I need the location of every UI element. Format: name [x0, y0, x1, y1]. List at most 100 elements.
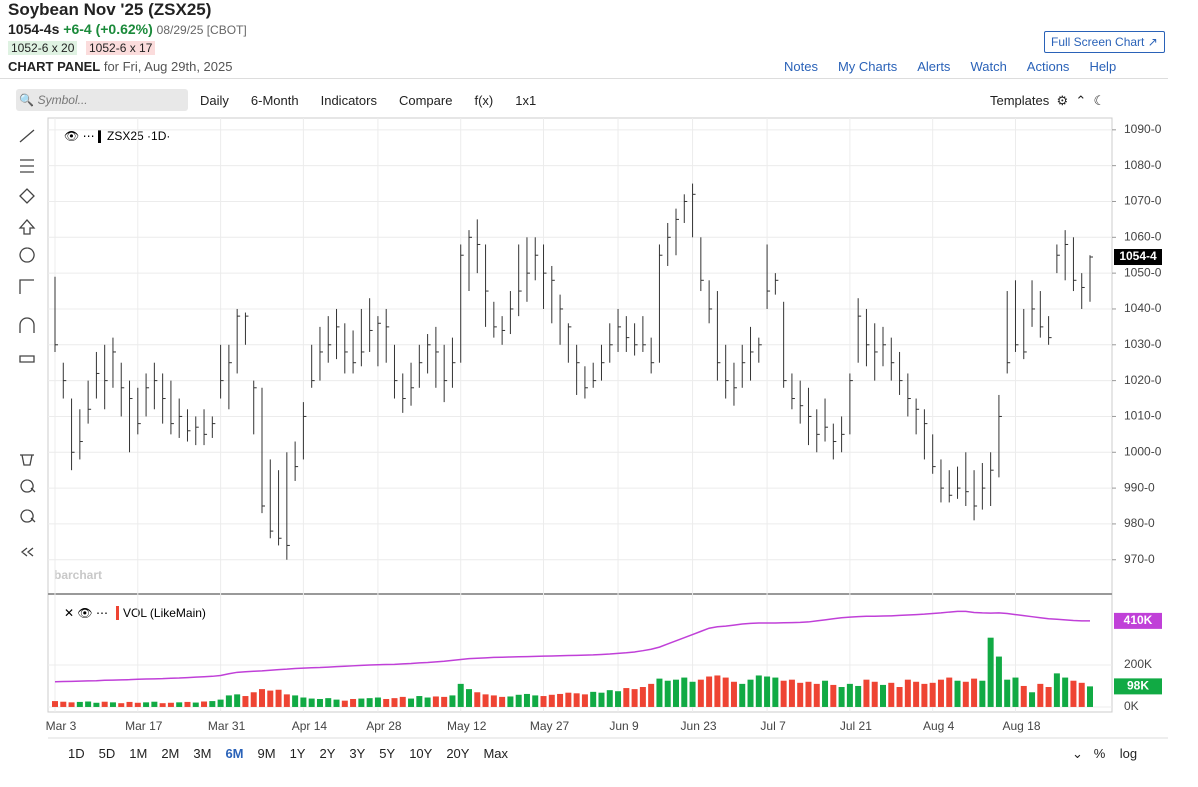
volume-bar [697, 679, 704, 707]
volume-bar [540, 696, 547, 707]
period-button[interactable]: 1D [68, 746, 85, 761]
period-button[interactable]: 2M [161, 746, 180, 761]
volume-bar [259, 689, 265, 707]
period-button[interactable]: 10Y [409, 746, 433, 761]
nav-link[interactable]: Watch [970, 59, 1007, 74]
legend-icons: 👁 ⋯ [64, 129, 95, 143]
nav-link[interactable]: Notes [784, 59, 818, 74]
x-tick-label: Apr 28 [366, 719, 402, 733]
toolbar-item[interactable]: 6-Month [250, 93, 299, 108]
volume-bar [482, 694, 489, 707]
volume-bar [673, 679, 679, 707]
volume-bar [523, 693, 530, 707]
volume-bar [250, 692, 257, 707]
x-tick-label: Apr 14 [292, 719, 328, 733]
watermark: barchart [54, 568, 102, 582]
volume-bar [664, 680, 671, 707]
y-tick-label: 970-0 [1124, 552, 1155, 566]
volume-bar [333, 699, 340, 707]
volume-bar [714, 675, 721, 707]
volume-bar [308, 698, 315, 707]
volume-bar [987, 637, 994, 707]
volume-bar [68, 702, 75, 707]
symbol-placeholder[interactable]: Symbol... [37, 93, 88, 107]
period-button[interactable]: 1Y [289, 746, 306, 761]
vol-tick-label: 200K [1124, 657, 1152, 671]
volume-bar [399, 696, 406, 707]
volume-bar [1004, 679, 1011, 707]
toolbar-item[interactable]: Indicators [320, 93, 377, 108]
volume-bar [341, 700, 348, 707]
nav-link[interactable]: Alerts [917, 59, 951, 74]
volume-bar [432, 696, 439, 707]
log[interactable]: log [1119, 746, 1138, 761]
volume-bar [52, 701, 58, 707]
vol-swatch [116, 606, 119, 620]
volume-bar [234, 694, 241, 707]
templates-label[interactable]: Templates [990, 93, 1050, 108]
volume-bar [366, 698, 373, 707]
period-button[interactable]: Max [483, 746, 509, 761]
volume-bar [159, 703, 166, 707]
period-button[interactable]: 9M [257, 746, 276, 761]
period-button[interactable]: 3M [193, 746, 212, 761]
volume-bar [830, 684, 837, 707]
toolbar-item[interactable]: 1x1 [515, 93, 537, 108]
volume-bar [937, 679, 944, 707]
volume-bar [358, 698, 365, 707]
y-tick-label: 1060-0 [1124, 229, 1162, 243]
volume-bar [863, 679, 870, 707]
symbol-search[interactable]: 🔍 Symbol... [16, 89, 188, 111]
volume-bar [639, 687, 646, 707]
volume-bar [838, 687, 845, 707]
toolbar-item[interactable]: Daily [200, 93, 229, 108]
volume-bar [374, 697, 381, 707]
nav-link[interactable]: My Charts [837, 59, 898, 74]
volume-bar [275, 689, 282, 707]
period-button[interactable]: 2Y [319, 746, 336, 761]
volume-bar [201, 701, 208, 707]
volume-bar [747, 679, 754, 707]
volume-bar [805, 681, 812, 707]
volume-bar [118, 703, 125, 707]
volume-bar [979, 680, 986, 707]
full-screen-label[interactable]: Full Screen Chart [1051, 35, 1145, 49]
period-button[interactable]: 1M [129, 746, 148, 761]
volume-bar [896, 687, 903, 707]
volume-bar [739, 683, 746, 707]
period-button[interactable]: 5D [98, 746, 116, 761]
volume-bar [921, 683, 928, 707]
volume-bar [548, 694, 555, 707]
nav-link[interactable]: Actions [1026, 59, 1070, 74]
percent[interactable]: % [1093, 746, 1106, 761]
divider [0, 78, 1168, 79]
volume-bar [623, 688, 630, 707]
volume-bar [755, 675, 762, 707]
period-button[interactable]: 3Y [349, 746, 366, 761]
plot-frame [47, 117, 1113, 713]
nav: Notes My Charts Alerts Watch Actions Help [784, 59, 1136, 74]
period-button[interactable]: 20Y [446, 746, 470, 761]
toolbar-item[interactable]: Compare [398, 93, 453, 108]
volume-bar [954, 680, 961, 707]
toolbar-item[interactable]: f(x) [474, 93, 494, 108]
volume-bar [391, 698, 398, 707]
volume-bar [1020, 685, 1027, 707]
volume-bar [383, 698, 390, 707]
period-button[interactable]: 6M [225, 746, 244, 761]
volume-bar [880, 684, 886, 707]
legend-swatch [98, 130, 101, 143]
ask: 1052-6 x 17 [86, 41, 156, 55]
volume-bar [126, 701, 133, 707]
full-screen-button[interactable]: Full Screen Chart ↗ [1044, 31, 1165, 53]
volume-bar [730, 681, 737, 707]
volume-bar [648, 683, 655, 707]
volume-bar [350, 698, 357, 707]
nav-link[interactable]: Help [1089, 59, 1117, 74]
volume-bar [532, 695, 539, 707]
period-button[interactable]: 5Y [379, 746, 396, 761]
templates[interactable]: Templates ⚙ ⌃ ☾ [990, 93, 1106, 108]
volume-bar [1012, 677, 1019, 707]
volume-bar [507, 696, 514, 707]
